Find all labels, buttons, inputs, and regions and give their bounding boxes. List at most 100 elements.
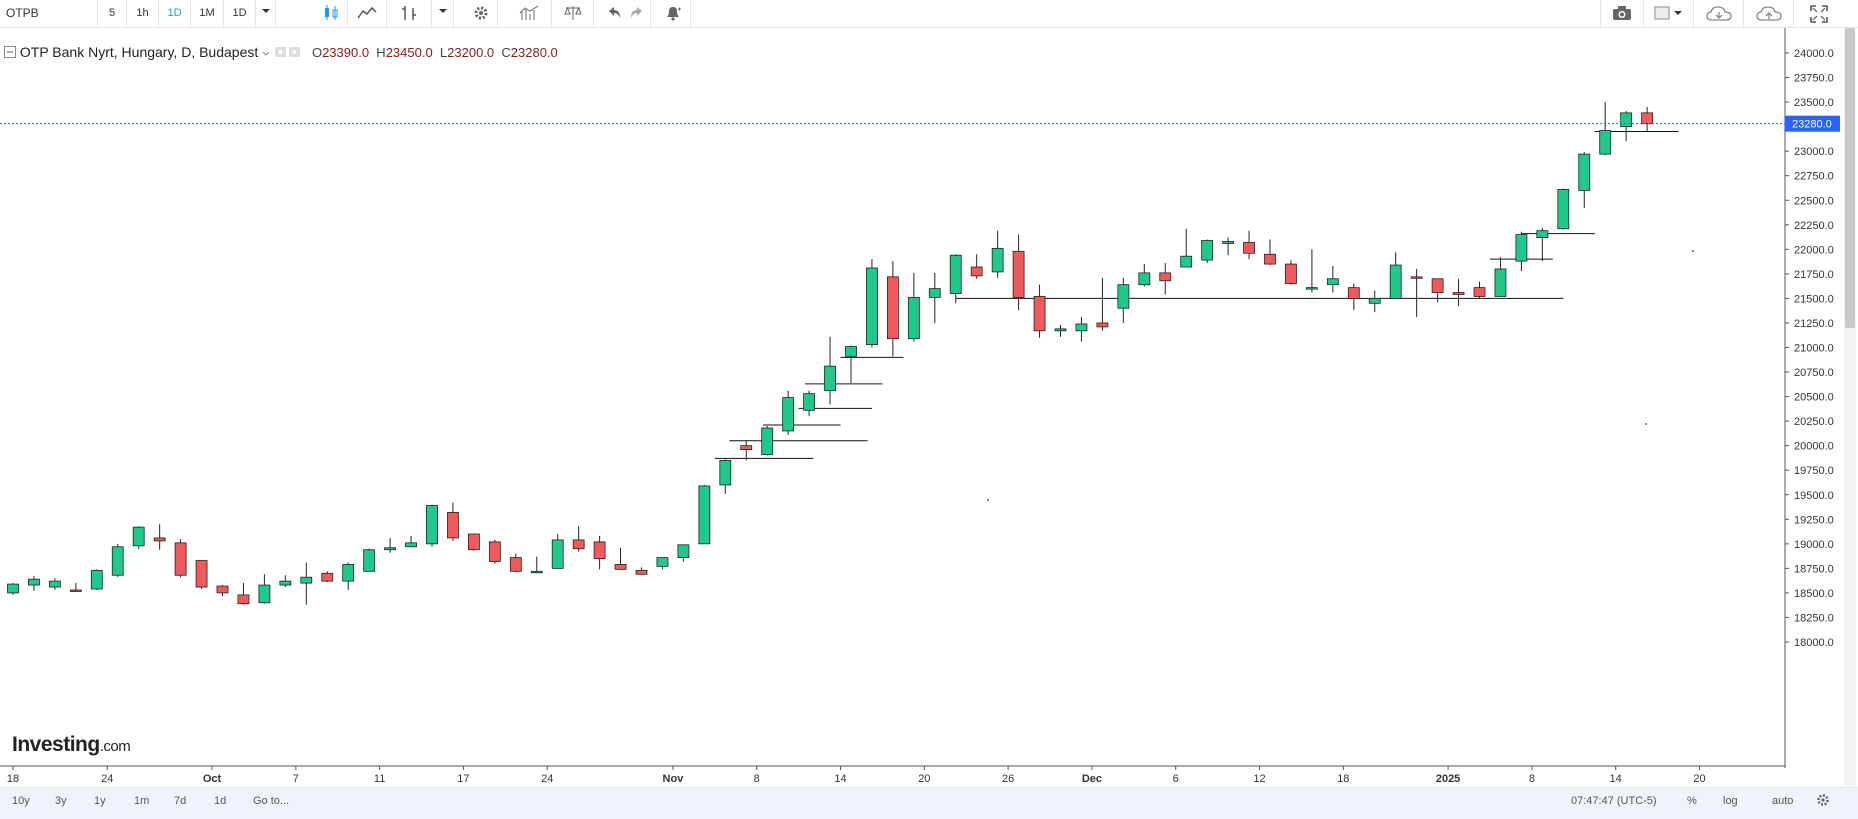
range-1y-button[interactable]: 1y	[94, 795, 106, 807]
y-tick-label: 22250.0	[1794, 220, 1834, 232]
y-tick-label: 20750.0	[1794, 367, 1834, 379]
candle-body	[488, 541, 501, 562]
x-tick-label: Oct	[203, 773, 222, 785]
chevron-down-icon[interactable]	[262, 49, 270, 57]
log-toggle[interactable]: log	[1723, 795, 1738, 807]
symbol-input[interactable]: OTPB	[0, 0, 98, 27]
candle-body	[1306, 287, 1318, 290]
fullscreen-button[interactable]	[1800, 0, 1838, 27]
candle	[1515, 231, 1528, 271]
candle	[509, 553, 522, 573]
candle-body	[1452, 292, 1465, 295]
price-chart[interactable]: 18000.0 18250.0 18500.0 18750.0 19000.0 19250…	[0, 28, 1845, 786]
y-tick-label: 20500.0	[1794, 392, 1834, 404]
interval-1m-button[interactable]: 1M	[191, 0, 224, 27]
candle	[1452, 278, 1465, 307]
interval-5-button[interactable]: 5	[98, 0, 127, 27]
x-tick-label: 8	[1529, 773, 1535, 785]
cloud-download-button[interactable]	[1694, 0, 1744, 27]
candle	[1096, 277, 1109, 331]
candle	[572, 526, 585, 552]
candles-button[interactable]	[314, 0, 348, 27]
candle	[90, 569, 103, 590]
interval-1h-button[interactable]: 1h	[127, 0, 159, 27]
instrument-title[interactable]: OTP Bank Nyrt, Hungary, D, Budapest	[19, 44, 259, 60]
candle-body	[342, 564, 355, 582]
axis-settings-button[interactable]	[1808, 788, 1838, 815]
indicators-button[interactable]	[506, 0, 552, 27]
candle	[845, 345, 857, 383]
close-value: 23280.0	[510, 45, 558, 60]
collapse-icon[interactable]	[4, 46, 16, 58]
scrollbar-thumb[interactable]	[1845, 28, 1855, 328]
vertical-scrollbar[interactable]	[1844, 28, 1856, 786]
candle-body	[1096, 322, 1109, 328]
y-tick-label: 19750.0	[1794, 465, 1834, 477]
interval-dropdown-button[interactable]	[256, 0, 276, 27]
range-10y-button[interactable]: 10y	[12, 795, 30, 807]
candle	[1054, 324, 1067, 337]
cloud-upload-icon	[1755, 6, 1782, 21]
candle	[1347, 283, 1360, 311]
y-tick-label: 22500.0	[1794, 195, 1834, 207]
candle-body	[405, 542, 417, 548]
interval-1d-alt-button[interactable]: 1D	[224, 0, 256, 27]
range-1d-button[interactable]: 1d	[214, 795, 227, 807]
top-toolbar: OTPB 5 1h 1D 1M 1D	[0, 0, 1858, 28]
candle	[970, 254, 983, 279]
template-button[interactable]	[1644, 0, 1694, 27]
candle	[1180, 228, 1193, 268]
candle-body	[1201, 240, 1214, 261]
time-axis[interactable]: 18 24 Oct 7 11 17 24 Nov 8 14 20 26 Dec 6 12 18 2025 8 14 2…	[7, 766, 1706, 785]
compare-button[interactable]	[552, 0, 594, 27]
candle	[1410, 268, 1423, 318]
candle	[467, 533, 480, 551]
alert-icon	[667, 7, 681, 21]
redo-button[interactable]	[625, 0, 651, 27]
candle-body	[1117, 284, 1130, 309]
alert-button[interactable]	[656, 0, 691, 27]
range-7d-button[interactable]: 7d	[174, 795, 187, 807]
candle	[384, 537, 397, 553]
candle-body	[530, 570, 543, 574]
bar-style-button[interactable]	[387, 0, 432, 27]
auto-toggle[interactable]: auto	[1772, 795, 1794, 807]
x-tick-label: 24	[101, 773, 113, 785]
candle-body	[1431, 278, 1444, 293]
cloud-upload-button[interactable]	[1744, 0, 1794, 27]
candle	[1536, 227, 1549, 262]
compare-icon	[563, 6, 582, 20]
candle-body	[1347, 287, 1360, 299]
undo-button[interactable]	[600, 0, 625, 27]
candle-body	[447, 512, 459, 539]
y-tick-label: 23500.0	[1794, 97, 1834, 109]
price-axis[interactable]: 18000.0 18250.0 18500.0 18750.0 19000.0 19250…	[1785, 48, 1834, 649]
candle	[866, 259, 878, 348]
visibility-icon[interactable]	[274, 46, 302, 58]
y-tick-label: 18750.0	[1794, 563, 1834, 575]
candle-body	[426, 505, 438, 545]
candle-body	[1180, 255, 1193, 268]
candle	[1368, 290, 1381, 313]
range-1m-button[interactable]: 1m	[134, 795, 150, 807]
percent-toggle[interactable]: %	[1687, 795, 1697, 807]
settings-button[interactable]	[464, 0, 498, 27]
interval-1d-button[interactable]: 1D	[159, 0, 191, 27]
candle	[237, 583, 250, 605]
candle-body	[970, 266, 983, 277]
range-3y-button[interactable]: 3y	[55, 795, 67, 807]
x-tick-label: 18	[7, 773, 19, 785]
candle-body	[90, 569, 103, 590]
logo-main: Investing	[12, 733, 100, 756]
candle-body	[111, 546, 124, 576]
candle	[1578, 152, 1591, 209]
candle-body	[719, 459, 732, 486]
screenshot-button[interactable]	[1600, 0, 1644, 27]
line-chart-button[interactable]	[348, 0, 387, 27]
style-dropdown-button[interactable]	[432, 0, 454, 27]
chart-legend: OTP Bank Nyrt, Hungary, D, Budapest O233…	[4, 44, 558, 60]
goto-button[interactable]: Go to...	[253, 795, 290, 807]
candle-body	[1012, 250, 1025, 298]
undo-icon	[608, 7, 620, 18]
candle-body	[1473, 287, 1486, 297]
